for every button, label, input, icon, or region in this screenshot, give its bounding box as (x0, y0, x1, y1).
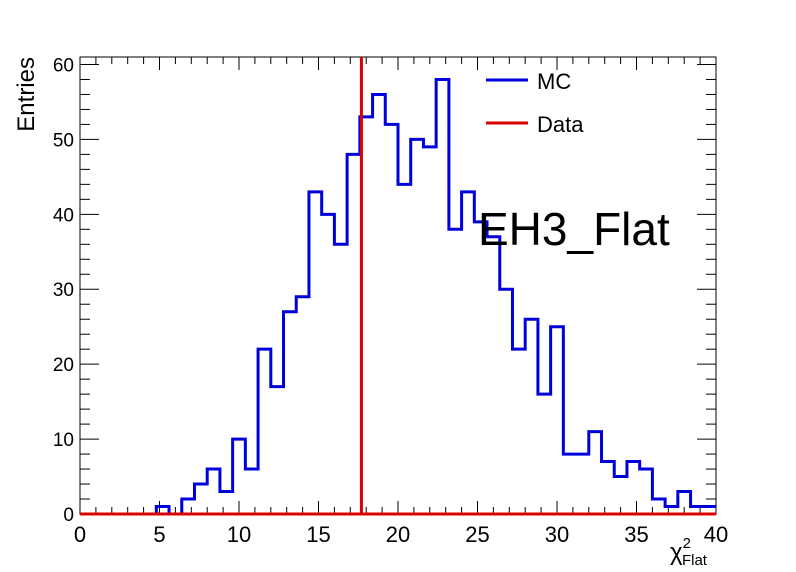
y-tick-label: 0 (63, 505, 74, 526)
x-tick-label: 20 (386, 522, 410, 547)
series-mc-histogram (80, 77, 716, 516)
x-axis-label: χ2 Flat (670, 535, 708, 569)
y-tick-label: 30 (53, 280, 74, 301)
x-tick-label: 10 (227, 522, 251, 547)
x-tick-label: 35 (624, 522, 648, 547)
x-tick-label: 40 (704, 522, 728, 547)
x-axis: 0 5 10 15 20 25 30 35 40 (74, 57, 728, 547)
x-tick-label: 0 (74, 522, 86, 547)
y-axis: 0 10 20 30 40 50 60 (53, 55, 716, 526)
x-axis-label-sub: Flat (682, 552, 708, 569)
legend-label-mc: MC (537, 69, 571, 94)
x-tick-label: 25 (465, 522, 489, 547)
legend-label-data: Data (537, 112, 584, 137)
chart-title: EH3_Flat (478, 203, 670, 255)
y-tick-label: 60 (53, 55, 74, 76)
series-layer (80, 57, 716, 516)
y-tick-label: 20 (53, 355, 74, 376)
x-tick-label: 5 (153, 522, 165, 547)
x-axis-label-sup: 2 (683, 535, 691, 552)
y-tick-label: 10 (53, 430, 74, 451)
x-tick-label: 15 (306, 522, 330, 547)
y-tick-label: 50 (53, 130, 74, 151)
y-axis-label: Entries (13, 57, 40, 132)
legend: MC Data (486, 69, 584, 137)
y-tick-label: 40 (53, 205, 74, 226)
x-tick-label: 30 (545, 522, 569, 547)
x-axis-label-main: χ (670, 539, 683, 566)
